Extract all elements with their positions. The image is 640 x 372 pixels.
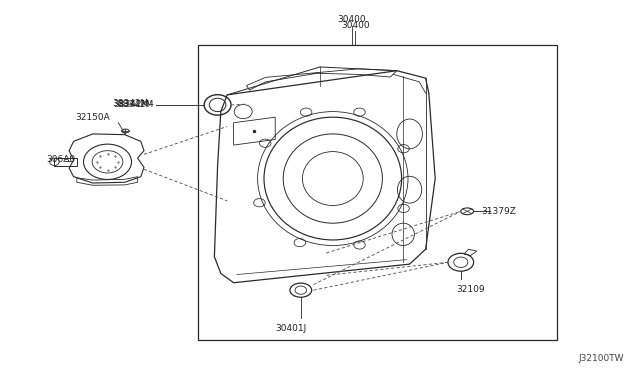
- Text: 38342M–: 38342M–: [113, 100, 154, 109]
- Text: J32100TW: J32100TW: [579, 354, 624, 363]
- Text: 306A0: 306A0: [46, 155, 76, 164]
- Text: 30400: 30400: [338, 15, 366, 24]
- Text: 32150A: 32150A: [76, 113, 110, 122]
- Text: 30401J: 30401J: [276, 324, 307, 333]
- Text: 38342M: 38342M: [112, 99, 148, 108]
- Text: 31379Z: 31379Z: [481, 207, 516, 216]
- Text: 30400: 30400: [341, 21, 369, 30]
- Text: 38342M: 38342M: [117, 100, 154, 109]
- Text: 32109: 32109: [456, 285, 484, 294]
